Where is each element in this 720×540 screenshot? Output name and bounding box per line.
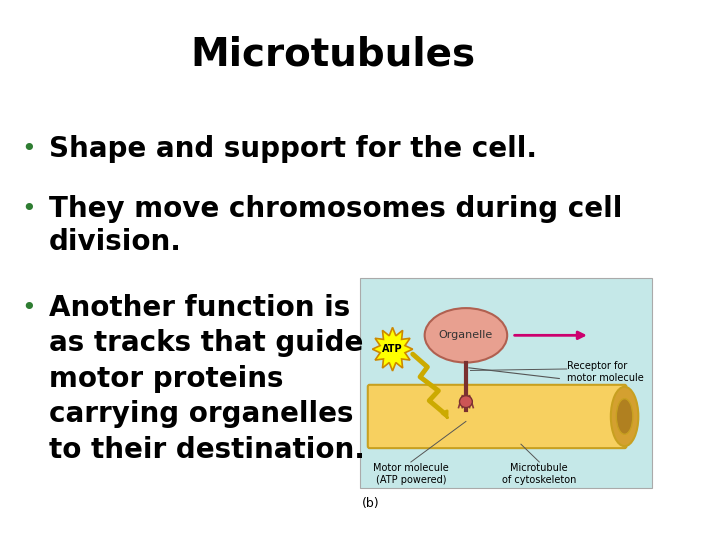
Text: to their destination.: to their destination. <box>49 436 364 464</box>
Text: •: • <box>21 137 36 161</box>
Text: Microtubules: Microtubules <box>190 35 475 73</box>
Polygon shape <box>372 327 413 371</box>
Text: ATP: ATP <box>382 344 403 354</box>
Text: •: • <box>21 197 36 221</box>
Text: (b): (b) <box>362 497 380 510</box>
Text: Another function is: Another function is <box>49 294 350 322</box>
Text: carrying organelles: carrying organelles <box>49 401 353 429</box>
Ellipse shape <box>459 396 472 408</box>
Text: division.: division. <box>49 228 181 256</box>
Text: They move chromosomes during cell: They move chromosomes during cell <box>49 194 622 222</box>
Text: Organelle: Organelle <box>438 330 493 340</box>
Text: as tracks that guide: as tracks that guide <box>49 329 363 357</box>
Text: Microtubule
of cytoskeleton: Microtubule of cytoskeleton <box>502 463 577 485</box>
Text: Receptor for
motor molecule: Receptor for motor molecule <box>567 361 644 383</box>
Ellipse shape <box>616 399 633 434</box>
Text: Motor molecule
(ATP powered): Motor molecule (ATP powered) <box>373 463 449 485</box>
Text: •: • <box>21 295 36 320</box>
Ellipse shape <box>425 308 507 362</box>
Text: motor proteins: motor proteins <box>49 365 283 393</box>
Ellipse shape <box>611 387 639 446</box>
FancyBboxPatch shape <box>368 385 626 448</box>
Text: Shape and support for the cell.: Shape and support for the cell. <box>49 135 536 163</box>
Bar <box>361 278 652 488</box>
